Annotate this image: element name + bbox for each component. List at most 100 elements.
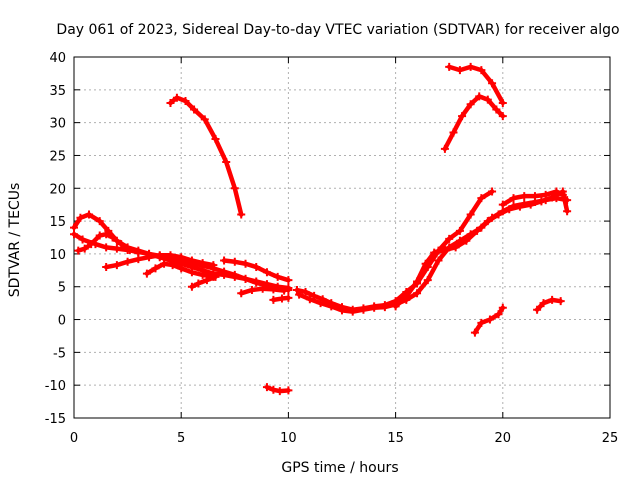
data-point	[488, 187, 497, 196]
data-point	[548, 295, 557, 304]
x-tick-label: 20	[495, 431, 512, 446]
data-point	[316, 299, 325, 308]
y-axis-label: SDTVAR / TECUs	[7, 183, 23, 298]
y-tick-label: 30	[49, 117, 66, 132]
data-point	[95, 231, 104, 240]
data-point	[187, 282, 196, 291]
data-point	[177, 253, 186, 262]
data-point	[477, 66, 486, 75]
data-point	[85, 210, 94, 219]
data-point	[434, 256, 443, 265]
data-point	[112, 261, 121, 270]
data-point	[108, 233, 117, 242]
data-point	[526, 200, 535, 209]
data-point	[280, 286, 289, 295]
series-trace-7	[237, 284, 289, 298]
data-point	[430, 248, 439, 257]
series-trace-4	[102, 251, 218, 272]
y-tick-label: -5	[53, 346, 66, 361]
data-point	[198, 259, 207, 268]
x-tick-label: 10	[280, 431, 297, 446]
series-line	[534, 297, 563, 312]
data-point	[102, 243, 111, 252]
grid-lines	[74, 57, 610, 418]
data-point	[492, 105, 501, 114]
data-point	[541, 190, 550, 199]
chart-title: Day 061 of 2023, Sidereal Day-to-day VTE…	[56, 22, 619, 38]
data-point	[498, 98, 507, 107]
series-trace-18	[533, 295, 565, 314]
series-trace-16	[445, 62, 507, 107]
data-point	[194, 279, 203, 288]
data-point	[462, 236, 471, 245]
data-point	[475, 92, 484, 101]
x-tick-label: 15	[387, 431, 404, 446]
data-point	[558, 190, 567, 199]
data-point	[102, 230, 111, 239]
y-axis: -15 -10 -5 0 5 10 15 20 25 30 35 40	[45, 51, 610, 427]
data-point	[275, 387, 284, 396]
data-point	[252, 277, 261, 286]
series-trace-13	[391, 187, 572, 311]
data-point	[273, 272, 282, 281]
x-axis: 0 5 10 15 20 25	[70, 57, 618, 446]
data-point	[455, 226, 464, 235]
data-point	[451, 243, 460, 252]
data-point	[80, 244, 89, 253]
data-point	[125, 245, 134, 254]
series-trace-11	[292, 187, 497, 314]
data-point	[284, 386, 293, 395]
data-point	[455, 66, 464, 75]
x-tick-label: 0	[70, 431, 78, 446]
data-point	[533, 305, 542, 314]
y-tick-label: 20	[49, 182, 66, 197]
series-trace-14	[498, 187, 567, 209]
data-point	[494, 210, 503, 219]
series-trace-6	[220, 256, 293, 285]
y-tick-label: 10	[49, 248, 66, 263]
data-point	[134, 255, 143, 264]
data-point	[198, 270, 207, 279]
data-point	[292, 286, 301, 295]
data-point	[190, 105, 199, 114]
data-point	[466, 100, 475, 109]
data-point	[269, 385, 278, 394]
y-tick-label: 15	[49, 215, 66, 230]
data-point	[247, 286, 256, 295]
data-point	[187, 256, 196, 265]
data-point	[211, 272, 220, 281]
data-point	[123, 257, 132, 266]
data-point	[477, 318, 486, 327]
data-point	[458, 112, 467, 121]
series-trace-17	[470, 303, 507, 337]
data-point	[168, 261, 177, 270]
series-trace-10	[166, 93, 246, 219]
data-point	[262, 268, 271, 277]
data-point	[483, 217, 492, 226]
data-point	[498, 303, 507, 312]
data-point	[485, 315, 494, 324]
data-point	[220, 270, 229, 279]
data-point	[370, 303, 379, 312]
data-point	[220, 256, 229, 265]
data-point	[262, 383, 271, 392]
y-tick-label: 0	[58, 314, 66, 329]
data-point	[202, 276, 211, 285]
data-point	[445, 234, 454, 243]
data-point	[509, 194, 518, 203]
data-point	[112, 244, 121, 253]
data-point	[284, 276, 293, 285]
data-point	[391, 302, 400, 311]
data-point	[466, 62, 475, 71]
series-line	[189, 274, 218, 289]
x-axis-label: GPS time / hours	[281, 460, 398, 476]
data-point	[172, 93, 181, 102]
data-point	[338, 306, 346, 315]
data-point	[230, 184, 239, 193]
data-point	[470, 328, 479, 337]
plot-frame	[73, 56, 611, 419]
data-point	[488, 79, 497, 88]
data-point	[237, 289, 246, 298]
data-point	[295, 290, 304, 299]
